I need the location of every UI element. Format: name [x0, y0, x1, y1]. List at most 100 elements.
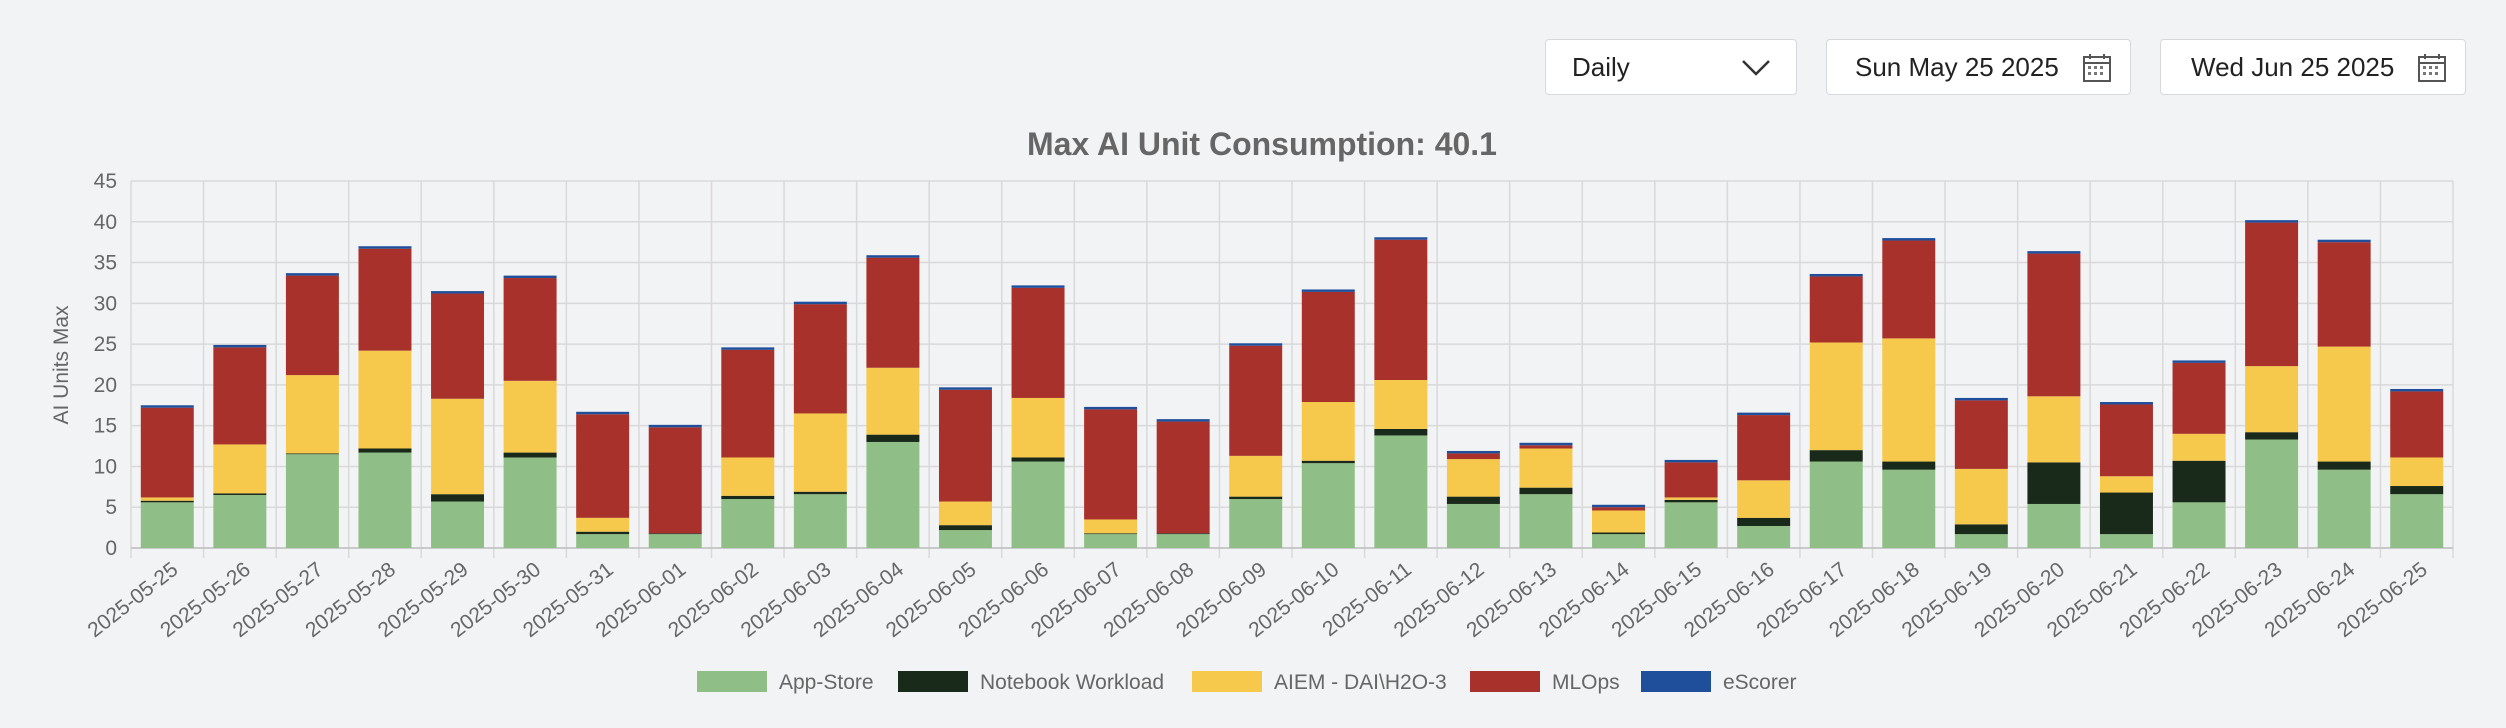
- bar-segment: [213, 444, 267, 494]
- bar-segment: [1084, 533, 1138, 535]
- y-tick-label: 0: [105, 537, 117, 560]
- y-tick-label: 15: [94, 415, 117, 438]
- bar-segment: [1664, 499, 1718, 503]
- bar-segment: [213, 494, 267, 548]
- bar-segment: [1882, 469, 1936, 548]
- bar-segment: [1592, 507, 1646, 511]
- y-tick-label: 20: [94, 374, 117, 397]
- bar-segment: [2245, 439, 2299, 548]
- bar-segment: [1954, 534, 2008, 548]
- bar-segment: [1229, 455, 1283, 497]
- bar-segment: [1301, 291, 1355, 403]
- bar-segment: [1011, 397, 1065, 458]
- bar-segment: [503, 275, 557, 279]
- bar-segment: [1592, 532, 1646, 535]
- bar-segment: [1954, 524, 2008, 535]
- bar-segment: [503, 452, 557, 458]
- bar-segment: [1446, 503, 1500, 548]
- bar-segment: [285, 453, 339, 455]
- bar-segment: [503, 457, 557, 548]
- bar-segment: [576, 414, 630, 518]
- period-select[interactable]: Daily: [1545, 39, 1797, 95]
- legend-item[interactable]: AIEM - DAI\H2O-3: [1192, 671, 1447, 694]
- bar-segment: [1084, 409, 1138, 520]
- bar-segment: [1229, 499, 1283, 548]
- legend-item[interactable]: App-Store: [697, 671, 874, 694]
- bar-segment: [1301, 460, 1355, 464]
- bar-segment: [2172, 360, 2226, 363]
- bar-segment: [1011, 285, 1065, 288]
- chart-title: Max AI Unit Consumption: 40.1: [1027, 126, 1497, 162]
- legend-label: MLOps: [1552, 671, 1620, 694]
- y-tick-label: 10: [94, 455, 117, 478]
- bar-segment: [1592, 510, 1646, 533]
- period-select-value: Daily: [1572, 51, 1630, 82]
- bar-segment: [1374, 237, 1428, 240]
- bar-segment: [1084, 406, 1138, 410]
- bar-segment: [1446, 453, 1500, 460]
- y-tick-label: 30: [94, 292, 117, 315]
- bar-segment: [2027, 396, 2081, 463]
- bar-segment: [213, 347, 267, 445]
- start-date-value: Sun May 25 2025: [1855, 51, 2059, 82]
- bar-segment: [2172, 362, 2226, 434]
- bar-segment: [2390, 388, 2444, 392]
- bar-segment: [1446, 450, 1500, 454]
- bar-segment: [140, 500, 194, 503]
- end-date-value: Wed Jun 25 2025: [2191, 51, 2395, 82]
- bar-segment: [1229, 343, 1283, 346]
- bar-segment: [503, 278, 557, 381]
- bar-segment: [1301, 463, 1355, 548]
- bar-segment: [2099, 404, 2153, 477]
- bar-segment: [1084, 534, 1138, 548]
- calendar-icon: [2418, 54, 2446, 82]
- start-date-picker[interactable]: Sun May 25 2025: [1826, 39, 2131, 95]
- legend-item[interactable]: MLOps: [1470, 671, 1620, 694]
- bar-segment: [648, 533, 702, 535]
- bar-segment: [576, 411, 630, 415]
- bar-segment: [2099, 492, 2153, 535]
- legend-label: eScorer: [1723, 671, 1797, 694]
- bar-segment: [1664, 462, 1718, 498]
- bar-segment: [140, 502, 194, 548]
- bar-segment: [2390, 494, 2444, 548]
- bar-segment: [140, 405, 194, 408]
- calendar-icon: [2083, 54, 2111, 82]
- bar-segment: [431, 398, 485, 495]
- bar-segment: [1954, 397, 2008, 401]
- bar-segment: [1229, 345, 1283, 456]
- legend-label: App-Store: [779, 671, 874, 694]
- bar-segment: [1519, 494, 1573, 548]
- bar-segment: [1809, 450, 1863, 462]
- bar-segment: [358, 452, 412, 548]
- bar-segment: [1664, 497, 1718, 500]
- bar-segment: [721, 349, 775, 458]
- chevron-down-icon: [1742, 60, 1770, 76]
- legend-item[interactable]: Notebook Workload: [898, 671, 1164, 694]
- bar-segment: [648, 534, 702, 548]
- bar-segment: [721, 495, 775, 500]
- bar-segment: [431, 494, 485, 502]
- legend-item[interactable]: eScorer: [1641, 671, 1797, 694]
- bar-segment: [648, 424, 702, 428]
- bar-segment: [2245, 366, 2299, 433]
- bar-segment: [1592, 504, 1646, 508]
- bar-segment: [358, 248, 412, 351]
- bar-segment: [1519, 487, 1573, 495]
- bar-segment: [2027, 251, 2081, 254]
- y-tick-label: 40: [94, 211, 117, 234]
- bar-segment: [358, 246, 412, 249]
- bar-segment: [1519, 448, 1573, 488]
- legend-swatch: [697, 671, 767, 692]
- bar-segment: [140, 407, 194, 498]
- bar-segment: [2172, 460, 2226, 503]
- end-date-picker[interactable]: Wed Jun 25 2025: [2160, 39, 2466, 95]
- bar-segment: [431, 501, 485, 548]
- bar-segment: [1809, 342, 1863, 451]
- y-axis-label: AI Units Max: [50, 305, 73, 425]
- bar-segment: [576, 534, 630, 548]
- bar-segment: [2172, 433, 2226, 461]
- bar-segment: [1809, 273, 1863, 277]
- bar-segment: [793, 301, 847, 305]
- bar-segment: [938, 387, 992, 390]
